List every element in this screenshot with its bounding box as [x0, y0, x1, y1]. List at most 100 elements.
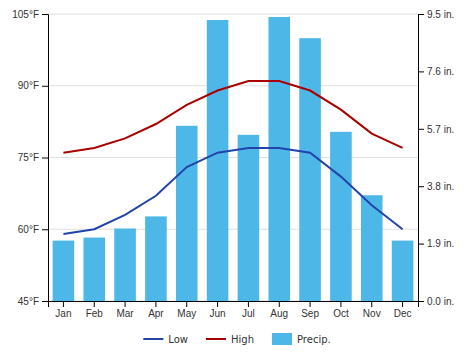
chart: Jan Feb Mar Apr May Jun Jul Aug Sep Oct Nov Dec 45°F… — [0, 0, 474, 355]
tick-mark — [279, 301, 280, 307]
tick-label: 0.0 in. — [427, 296, 454, 307]
marks — [53, 17, 414, 301]
tick: Feb — [86, 301, 104, 319]
legend-label: Low — [168, 334, 188, 345]
tick: Jun — [210, 301, 226, 319]
tick: Jul — [242, 301, 255, 319]
tick-mark — [94, 301, 95, 307]
bar-series — [53, 17, 414, 301]
tick: 105°F — [12, 9, 48, 20]
legend-label: Precip. — [297, 334, 331, 345]
tick-mark — [155, 301, 156, 307]
tick-label: Aug — [270, 308, 288, 319]
tick-label: 90°F — [18, 80, 39, 91]
tick-label: 9.5 in. — [427, 9, 454, 20]
tick: Dec — [394, 301, 412, 319]
bar — [83, 238, 105, 301]
tick-mark — [63, 301, 64, 307]
legend: Low High Precip. — [143, 333, 330, 345]
tick-mark — [248, 301, 249, 307]
tick: 1.9 in. — [418, 238, 454, 249]
tick-label: Apr — [148, 308, 164, 319]
tick-mark — [418, 14, 424, 15]
tick: Sep — [301, 301, 319, 319]
bar — [268, 17, 290, 301]
tick-label: 105°F — [12, 9, 39, 20]
tick-label: Mar — [116, 308, 134, 319]
bar — [176, 126, 198, 301]
tick-label: 7.6 in. — [427, 66, 454, 77]
legend-swatch — [206, 338, 226, 340]
bar — [53, 241, 75, 301]
tick-mark — [42, 229, 48, 230]
grid-line — [48, 14, 418, 15]
tick: Nov — [363, 301, 381, 319]
legend-item: High — [206, 334, 254, 345]
tick-label: Nov — [363, 308, 381, 319]
tick: 0.0 in. — [418, 296, 454, 307]
tick: Jan — [55, 301, 71, 319]
tick: 45°F — [18, 296, 48, 307]
axis-line — [42, 15, 49, 302]
tick-label: Jul — [242, 308, 255, 319]
bar — [207, 20, 229, 301]
legend-swatch — [272, 333, 292, 345]
grid — [48, 14, 418, 301]
tick-mark — [418, 186, 424, 187]
tick-mark — [42, 86, 48, 87]
tick: Apr — [148, 301, 164, 319]
tick-label: 60°F — [18, 224, 39, 235]
bar — [114, 228, 136, 301]
tick-label: Jan — [55, 308, 71, 319]
tick: Oct — [333, 301, 349, 319]
legend-item: Precip. — [272, 333, 331, 345]
tick-label: 3.8 in. — [427, 181, 454, 192]
tick-label: Oct — [333, 308, 349, 319]
tick-label: 5.7 in. — [427, 124, 454, 135]
tick: 7.6 in. — [418, 66, 454, 77]
tick-mark — [42, 301, 48, 302]
tick: 90°F — [18, 80, 48, 91]
tick-mark — [217, 301, 218, 307]
tick-label: Jun — [210, 308, 226, 319]
tick: 9.5 in. — [418, 9, 454, 20]
line — [63, 148, 402, 234]
plot-area: Jan Feb Mar Apr May Jun Jul Aug Sep Oct Nov Dec 45°F… — [12, 9, 454, 319]
tick: 5.7 in. — [418, 124, 454, 135]
tick-mark — [418, 301, 424, 302]
tick-mark — [418, 129, 424, 130]
tick-mark — [42, 158, 48, 159]
bar — [330, 132, 352, 301]
bar — [145, 216, 167, 301]
tick-label: Sep — [301, 308, 319, 319]
legend-item: Low — [143, 334, 188, 345]
legend-label: High — [231, 334, 254, 345]
y-axis: 45°F 60°F 75°F 90°F 105°F — [12, 9, 48, 307]
legend-swatch — [143, 338, 163, 340]
tick-label: May — [177, 308, 196, 319]
tick-mark — [310, 301, 311, 307]
tick-mark — [125, 301, 126, 307]
bar — [392, 241, 414, 301]
tick: 75°F — [18, 152, 48, 163]
tick: 3.8 in. — [418, 181, 454, 192]
axis-line — [419, 15, 425, 302]
tick-label: Feb — [86, 308, 104, 319]
tick-mark — [371, 301, 372, 307]
tick-label: 1.9 in. — [427, 238, 454, 249]
tick: Mar — [116, 301, 134, 319]
tick-label: Dec — [394, 308, 412, 319]
bar — [299, 38, 321, 301]
tick: May — [177, 301, 196, 319]
tick-label: 75°F — [18, 152, 39, 163]
grid-line — [48, 157, 418, 158]
tick-mark — [418, 71, 424, 72]
tick-mark — [42, 14, 48, 15]
y2-axis: 0.0 in. 1.9 in. 3.8 in. 5.7 in. 7.6 in. 9.5 i… — [418, 9, 454, 307]
tick-mark — [418, 244, 424, 245]
line — [63, 81, 402, 153]
tick-mark — [340, 301, 341, 307]
tick: Aug — [270, 301, 288, 319]
tick-mark — [186, 301, 187, 307]
tick-mark — [402, 301, 403, 307]
